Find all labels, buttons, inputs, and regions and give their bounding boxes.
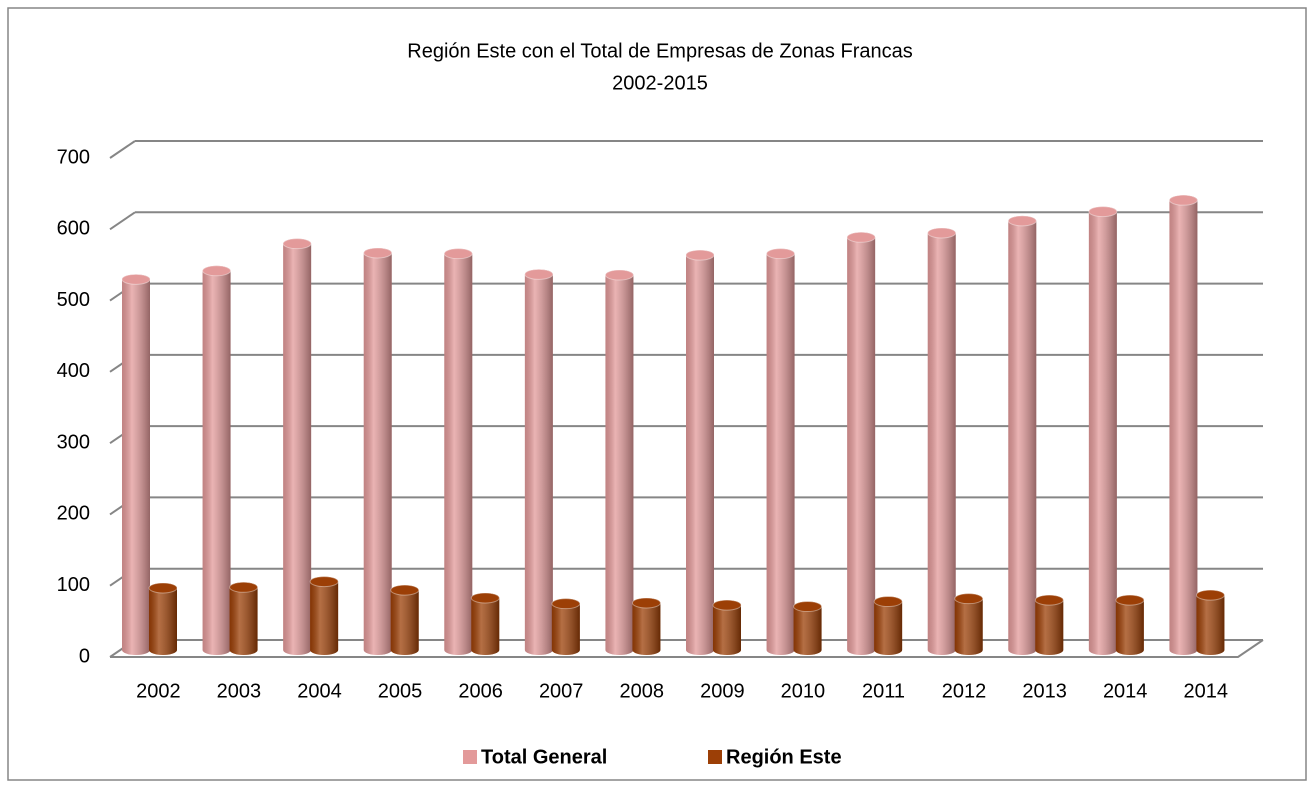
bar-shade bbox=[927, 227, 956, 655]
bar-top bbox=[1168, 194, 1198, 206]
x-tick-label: 2003 bbox=[217, 680, 262, 702]
bar-top bbox=[1034, 594, 1064, 606]
x-tick-label: 2007 bbox=[539, 680, 584, 702]
bar-shade bbox=[471, 592, 500, 655]
y-tick-label: 0 bbox=[79, 645, 90, 667]
bar-top bbox=[470, 592, 500, 604]
bar-shade bbox=[954, 593, 983, 655]
bar-top bbox=[363, 247, 393, 259]
bar-shade bbox=[390, 585, 419, 655]
bar-shade bbox=[363, 247, 392, 655]
x-tick-label: 2004 bbox=[297, 680, 342, 702]
legend-label: Total General bbox=[481, 746, 607, 768]
bar-top bbox=[229, 581, 259, 593]
bar-shade bbox=[122, 274, 150, 655]
y-tick-label: 500 bbox=[57, 289, 90, 311]
bar-shade bbox=[713, 600, 741, 655]
x-tick-label: 2014 bbox=[1184, 680, 1229, 702]
bar-shade bbox=[1196, 590, 1225, 655]
bar-shade bbox=[202, 265, 231, 655]
bar-top bbox=[846, 231, 876, 243]
x-tick-label: 2012 bbox=[942, 680, 987, 702]
bar-shade bbox=[149, 582, 177, 655]
x-tick-label: 2005 bbox=[378, 680, 423, 702]
bar-shade bbox=[229, 582, 258, 655]
bar-top bbox=[685, 249, 715, 261]
legend-label: Región Este bbox=[726, 746, 842, 768]
x-tick-label: 2009 bbox=[700, 680, 745, 702]
x-tick-label: 2006 bbox=[458, 680, 503, 702]
y-tick-label: 400 bbox=[57, 360, 90, 382]
y-tick-label: 600 bbox=[57, 218, 90, 240]
floor-edge bbox=[110, 639, 1264, 658]
x-tick-label: 2013 bbox=[1022, 680, 1067, 702]
bar-top bbox=[1115, 594, 1145, 606]
chart-subtitle: 2002-2015 bbox=[612, 72, 708, 94]
bar-shade bbox=[874, 596, 903, 655]
y-tick-label: 100 bbox=[57, 574, 90, 596]
bar-top bbox=[524, 268, 554, 280]
bar-top bbox=[1195, 589, 1225, 601]
x-tick-label: 2002 bbox=[136, 680, 181, 702]
bar-shade bbox=[766, 248, 795, 655]
grid-line-side bbox=[109, 211, 136, 231]
bar-shade bbox=[1115, 595, 1144, 655]
bar-shade bbox=[686, 250, 714, 655]
bar-top bbox=[1088, 206, 1118, 218]
bar-shade bbox=[310, 576, 339, 655]
bar-top bbox=[766, 248, 796, 260]
bar-shade bbox=[444, 248, 473, 655]
x-tick-label: 2014 bbox=[1103, 680, 1148, 702]
bar-top bbox=[309, 576, 339, 588]
bar-shade bbox=[551, 598, 580, 655]
bar-top bbox=[282, 238, 312, 250]
chart-title: Región Este con el Total de Empresas de … bbox=[407, 40, 912, 62]
bar-shade bbox=[1008, 215, 1037, 656]
bar-shade bbox=[605, 270, 634, 655]
bar-top bbox=[443, 248, 473, 260]
bar-top bbox=[202, 265, 232, 277]
bar-top bbox=[793, 601, 823, 613]
bar-top bbox=[121, 273, 151, 285]
bar-top bbox=[631, 597, 661, 609]
bar-shade bbox=[1088, 206, 1117, 656]
bar-top bbox=[712, 599, 742, 611]
y-tick-label: 300 bbox=[57, 431, 90, 453]
legend-swatch bbox=[463, 750, 477, 764]
grid-line-side bbox=[109, 140, 136, 159]
bar-top bbox=[954, 593, 984, 605]
bar-top bbox=[390, 584, 420, 596]
bar-shade bbox=[283, 238, 312, 655]
legend-swatch bbox=[708, 750, 722, 764]
bar-top bbox=[604, 269, 634, 281]
bar-shade bbox=[847, 232, 876, 655]
bar-shade bbox=[1035, 595, 1064, 655]
bar-top bbox=[927, 227, 957, 239]
bar-top bbox=[873, 596, 903, 608]
bar-top bbox=[148, 582, 178, 594]
y-tick-label: 700 bbox=[57, 146, 90, 168]
bar-shade bbox=[793, 601, 822, 655]
x-tick-label: 2011 bbox=[862, 680, 905, 702]
bar-top bbox=[1007, 215, 1037, 227]
y-tick-label: 200 bbox=[57, 503, 90, 525]
bar-shade bbox=[1169, 195, 1198, 656]
bar-shade bbox=[524, 269, 553, 655]
x-tick-label: 2010 bbox=[781, 680, 826, 702]
bar-top bbox=[551, 598, 581, 610]
x-tick-label: 2008 bbox=[620, 680, 665, 702]
bar-shade bbox=[632, 597, 661, 655]
